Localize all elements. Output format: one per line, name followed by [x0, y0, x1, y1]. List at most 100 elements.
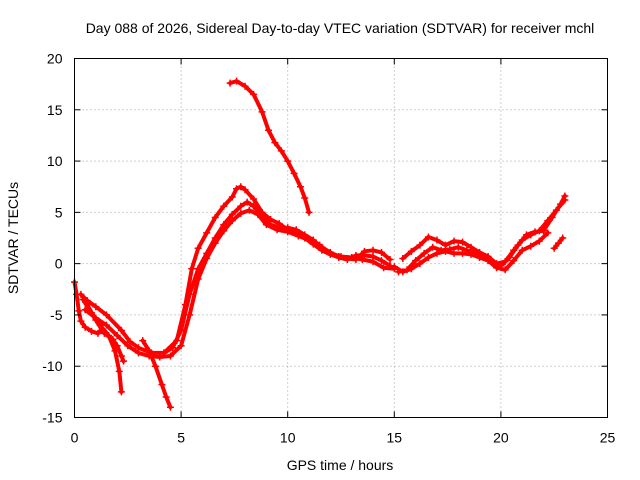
data-point [544, 229, 552, 237]
data-point [169, 344, 177, 352]
data-point [399, 255, 407, 263]
y-tick-label: -15 [42, 410, 62, 426]
data-point [275, 224, 283, 232]
data-point [358, 256, 366, 264]
data-point [493, 264, 501, 272]
y-tick-label: 5 [55, 204, 63, 220]
data-point [501, 258, 509, 266]
data-point [241, 186, 249, 194]
data-point [326, 248, 334, 256]
data-point [378, 248, 386, 256]
data-point [561, 196, 569, 204]
data-point [145, 347, 153, 355]
data-point [296, 183, 304, 191]
data-point [265, 126, 273, 134]
data-point [552, 206, 560, 214]
data-point [117, 388, 125, 396]
data-point [424, 233, 432, 241]
data-point [220, 202, 228, 210]
data-point [237, 209, 245, 217]
data-point [96, 321, 104, 329]
data-point [292, 226, 300, 234]
data-point [416, 260, 424, 268]
data-point [194, 244, 202, 252]
data-point [390, 263, 398, 271]
data-point [454, 243, 462, 251]
data-point [267, 221, 275, 229]
data-point [433, 249, 441, 257]
series-line [162, 200, 392, 355]
series-late-tail [550, 234, 567, 252]
data-point [111, 347, 119, 355]
data-point [467, 243, 475, 251]
data-point [177, 326, 185, 334]
data-point [518, 236, 526, 244]
data-point [233, 77, 241, 85]
axis-ticks: 0 5 10 15 20 25 -15 -10 -5 0 5 10 15 20 [42, 51, 615, 446]
data-point [160, 349, 168, 357]
y-axis-title: SDTVAR / TECUs [5, 182, 21, 294]
data-point [203, 229, 211, 237]
data-point [343, 255, 351, 263]
data-point [294, 232, 302, 240]
data-point [134, 349, 142, 357]
data-point [245, 206, 253, 214]
y-tick-label: 20 [47, 51, 63, 67]
data-point [250, 202, 258, 210]
data-point [386, 256, 394, 264]
data-point [510, 257, 518, 265]
data-point [203, 249, 211, 257]
data-point [258, 212, 266, 220]
data-point [459, 238, 467, 246]
y-tick-label: 15 [47, 102, 63, 118]
data-point [429, 243, 437, 251]
data-point [467, 250, 475, 258]
data-point [117, 326, 125, 334]
data-point [162, 393, 170, 401]
data-point [559, 234, 567, 242]
series-early-branch-2 [79, 296, 125, 396]
data-point [81, 323, 89, 331]
x-tick-label: 15 [387, 430, 403, 446]
data-point [369, 246, 377, 254]
data-point [407, 247, 415, 255]
data-point [158, 381, 166, 389]
data-point [79, 296, 87, 304]
data-point [360, 247, 368, 255]
data-point [186, 290, 194, 298]
data-point [459, 249, 467, 257]
data-point [309, 236, 317, 244]
data-point [550, 244, 558, 252]
data-point [535, 227, 543, 235]
data-point [139, 337, 147, 345]
data-point [237, 202, 245, 210]
data-point [301, 231, 309, 239]
data-point [102, 321, 110, 329]
data-point [92, 303, 100, 311]
data-point [177, 342, 185, 350]
series-track-c [160, 198, 394, 357]
data-point [188, 265, 196, 273]
data-point [258, 108, 266, 116]
data-point [380, 264, 388, 272]
y-tick-label: 10 [47, 153, 63, 169]
data-point [554, 239, 562, 247]
data-point [420, 249, 428, 257]
data-point [450, 237, 458, 245]
data-point [305, 208, 313, 216]
data-point [318, 243, 326, 251]
series-early-start [71, 278, 106, 337]
plot-frame [74, 58, 608, 418]
data-point [284, 157, 292, 165]
data-point [77, 317, 85, 325]
data-point [237, 183, 245, 191]
data-point [476, 253, 484, 261]
data-point [220, 221, 228, 229]
data-point [510, 246, 518, 254]
data-point [243, 198, 251, 206]
data-point [241, 82, 249, 90]
data-point [501, 266, 509, 274]
data-point [156, 353, 164, 361]
data-point [152, 362, 160, 370]
data-point [186, 311, 194, 319]
